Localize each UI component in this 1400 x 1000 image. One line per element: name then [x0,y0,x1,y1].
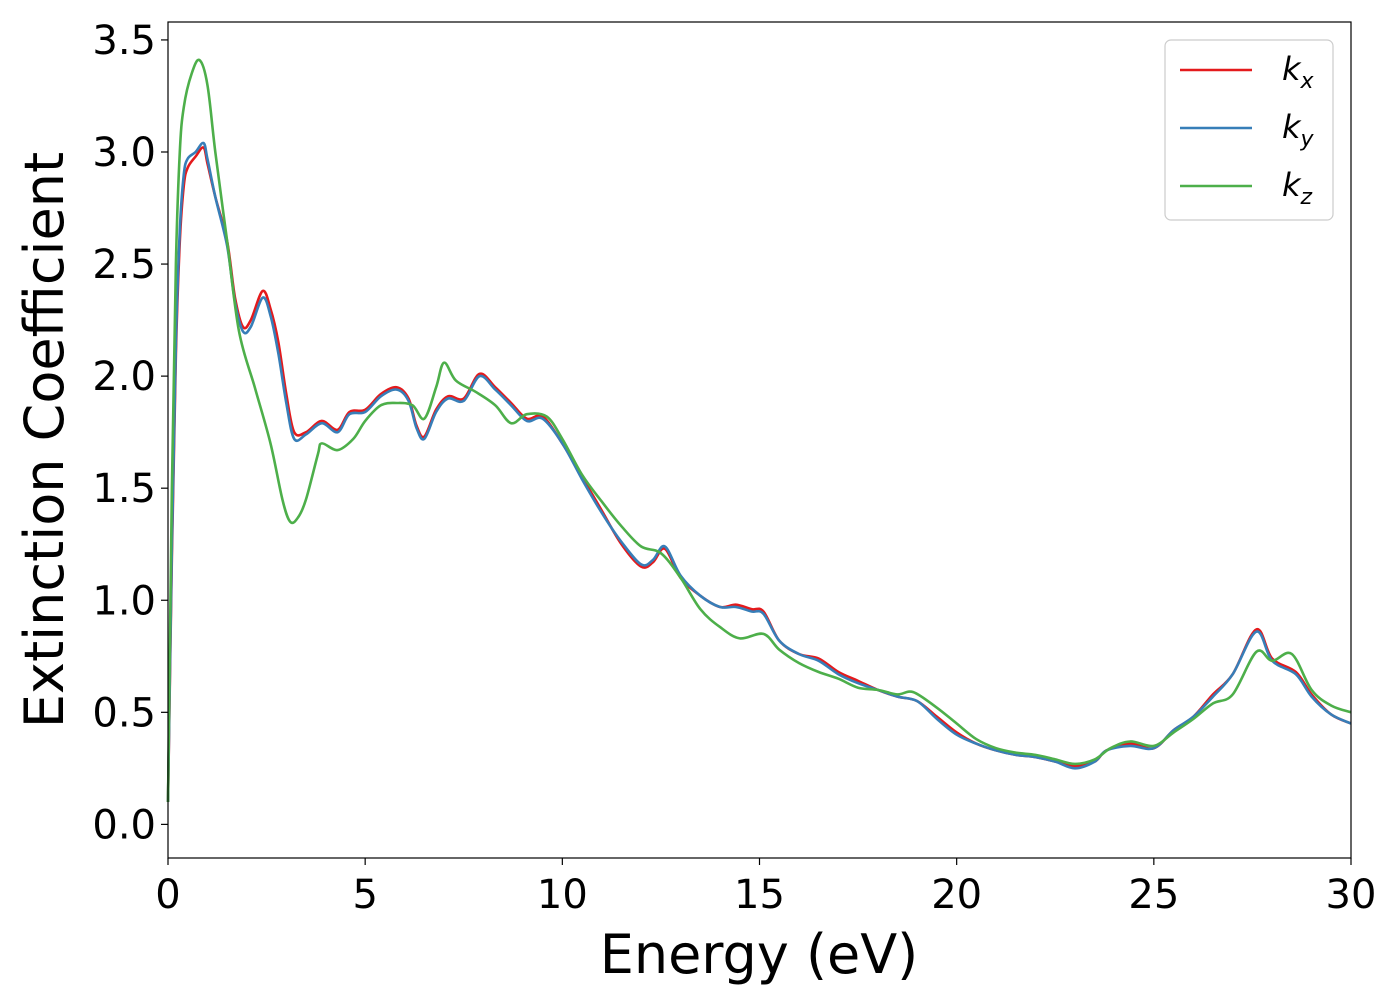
y-tick-label: 3.0 [92,130,156,176]
legend: kx ky kz [1164,39,1334,221]
x-tick-label: 25 [1128,872,1179,918]
x-axis-title: Energy (eV) [600,923,919,986]
x-tick-label: 20 [931,872,982,918]
legend-label-kz: kz [1282,166,1313,210]
x-axis: 0 5 10 15 20 25 30 [155,858,1376,918]
y-tick-label: 1.0 [92,578,156,624]
y-axis: 0.0 0.5 1.0 1.5 2.0 2.5 3.0 3.5 [92,18,168,848]
legend-box [1164,39,1334,221]
legend-label-ky: ky [1282,108,1315,152]
x-tick-label: 15 [734,872,785,918]
x-tick-label: 30 [1326,872,1377,918]
y-tick-label: 2.5 [92,242,156,288]
x-tick-label: 0 [155,872,180,918]
legend-label-kx: kx [1282,50,1315,94]
y-tick-label: 3.5 [92,18,156,64]
series-line-kz [166,58,1352,803]
series-line-kx [166,146,1352,803]
y-tick-label: 0.5 [92,690,156,736]
y-tick-label: 1.5 [92,466,156,512]
y-tick-label: 0.0 [92,802,156,848]
x-tick-label: 10 [537,872,588,918]
series-layer [166,58,1352,803]
y-axis-title: Extinction Coefficient [13,152,76,728]
series-line-ky [166,141,1352,803]
legend-items: kx ky kz [1180,50,1315,210]
y-tick-label: 2.0 [92,354,156,400]
x-tick-label: 5 [352,872,377,918]
